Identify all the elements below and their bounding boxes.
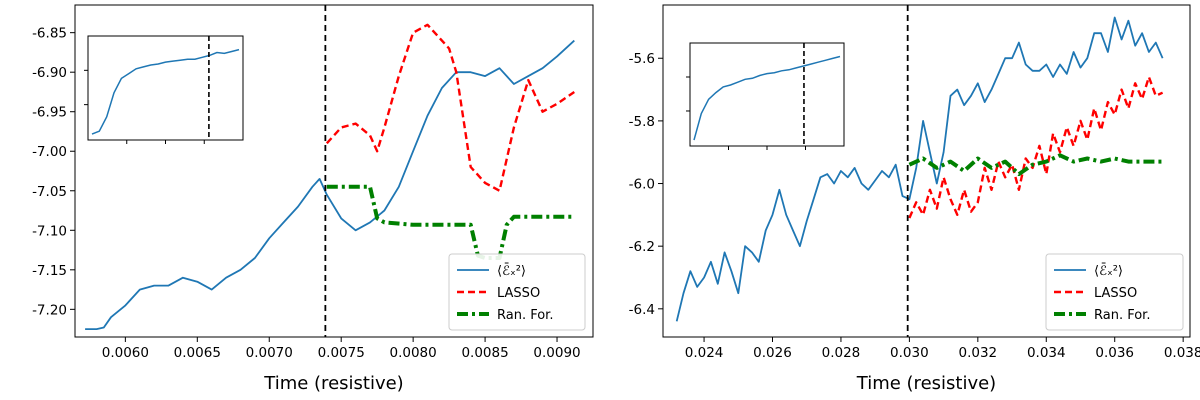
inset-line bbox=[693, 55, 841, 141]
plot-area bbox=[675, 16, 1164, 322]
series-line-dashdot bbox=[908, 153, 1163, 177]
x-tick-label: 0.034 bbox=[1027, 345, 1066, 361]
legend-label: LASSO bbox=[497, 286, 540, 301]
y-tick-label: -6.2 bbox=[629, 239, 655, 255]
series-line-dashed bbox=[325, 23, 575, 193]
x-axis-label: Time (resistive) bbox=[263, 373, 403, 394]
x-tick-label: 0.0065 bbox=[174, 345, 221, 361]
x-axis-label: Time (resistive) bbox=[856, 373, 996, 394]
x-tick-label: 0.026 bbox=[753, 345, 792, 361]
inset-frame bbox=[689, 42, 845, 147]
legend-label: ⟨ℰ̄ₓ²⟩ bbox=[497, 264, 526, 279]
y-tick-label: -7.05 bbox=[32, 184, 67, 200]
y-tick-label: -7.00 bbox=[32, 144, 67, 160]
legend-label: Ran. For. bbox=[497, 308, 553, 323]
legend-label: LASSO bbox=[1094, 286, 1137, 301]
x-tick-label: 0.032 bbox=[959, 345, 998, 361]
y-tick-label: -7.20 bbox=[32, 302, 67, 318]
y-tick-label: -6.4 bbox=[629, 302, 655, 318]
series-line-solid bbox=[675, 16, 1164, 322]
inset-frame bbox=[87, 35, 244, 141]
y-tick-label: -5.6 bbox=[629, 51, 655, 67]
x-tick-label: 0.0090 bbox=[533, 345, 580, 361]
x-tick-label: 0.038 bbox=[1164, 345, 1200, 361]
x-tick-label: 0.0060 bbox=[102, 345, 149, 361]
x-tick-label: 0.0085 bbox=[461, 345, 508, 361]
plot-frame bbox=[74, 4, 594, 338]
x-tick-label: 0.0080 bbox=[390, 345, 437, 361]
y-tick-label: -6.85 bbox=[32, 26, 67, 42]
x-tick-label: 0.0070 bbox=[246, 345, 293, 361]
left-chart: 0.0060 0.0065 0.0070 0.0075 0.0080 0.0085 0.00… bbox=[32, 4, 594, 394]
series-line-dashed bbox=[908, 75, 1164, 219]
inset-line bbox=[91, 48, 240, 135]
plot-area bbox=[85, 23, 575, 331]
legend-label: ⟨ℰ̄ₓ²⟩ bbox=[1094, 264, 1123, 279]
y-tick-label: -6.0 bbox=[629, 177, 655, 193]
right-chart: 0.024 0.026 0.028 0.030 0.032 0.034 0.036 0.038… bbox=[629, 4, 1200, 394]
x-tick-label: 0.024 bbox=[685, 345, 724, 361]
x-tick-label: 0.0075 bbox=[318, 345, 365, 361]
y-tick-label: -5.8 bbox=[629, 114, 655, 130]
legend-box bbox=[1045, 253, 1184, 331]
y-tick-label: -6.90 bbox=[32, 65, 67, 81]
plot-frame bbox=[662, 4, 1191, 338]
x-tick-label: 0.030 bbox=[890, 345, 929, 361]
legend-label: Ran. For. bbox=[1094, 308, 1150, 323]
y-tick-label: -7.15 bbox=[32, 263, 67, 279]
series-line-solid bbox=[85, 39, 575, 331]
x-tick-label: 0.036 bbox=[1095, 345, 1134, 361]
legend-box bbox=[448, 253, 586, 331]
y-tick-label: -7.10 bbox=[32, 223, 67, 239]
y-tick-label: -6.95 bbox=[32, 105, 67, 121]
series-line-dashdot bbox=[326, 184, 575, 260]
x-tick-label: 0.028 bbox=[822, 345, 861, 361]
